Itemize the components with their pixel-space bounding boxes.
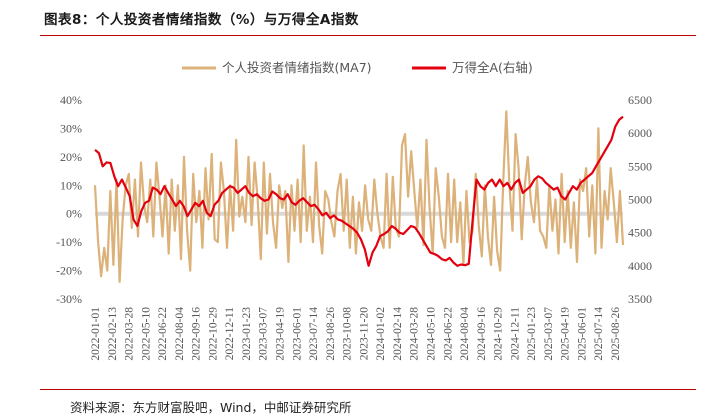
x-tick-label: 2022-10-29 bbox=[207, 307, 219, 361]
left-tick-label: 10% bbox=[60, 178, 82, 192]
x-axis: 2022-01-01 2022-02-13 2022-03-28 2022-05-10… bbox=[90, 307, 622, 361]
right-tick-label: 5500 bbox=[628, 159, 652, 173]
x-tick-label: 2023-07-14 bbox=[308, 307, 320, 361]
left-y-axis: -30% -20% -10% 0% 10% 20% 30% 40% bbox=[56, 93, 82, 306]
x-tick-label: 2024-10-29 bbox=[493, 307, 505, 361]
x-tick-label: 2025-03-07 bbox=[543, 307, 555, 361]
title-divider bbox=[40, 35, 696, 36]
x-tick-label: 2024-02-14 bbox=[392, 307, 404, 361]
left-tick-label: 40% bbox=[60, 93, 82, 107]
x-tick-label: 2024-06-22 bbox=[442, 307, 454, 361]
x-tick-label: 2023-04-19 bbox=[275, 307, 287, 361]
right-tick-label: 3500 bbox=[628, 292, 652, 306]
x-tick-label: 2023-11-20 bbox=[358, 307, 370, 360]
x-tick-label: 2023-10-08 bbox=[342, 307, 354, 361]
x-tick-label: 2025-01-23 bbox=[526, 307, 538, 361]
x-tick-label: 2022-01-01 bbox=[90, 307, 102, 361]
legend-label-sentiment: 个人投资者情绪指数(MA7) bbox=[222, 60, 372, 75]
sentiment-series-line bbox=[93, 110, 625, 283]
series-layer bbox=[93, 110, 625, 283]
x-tick-label: 2024-08-04 bbox=[459, 307, 471, 361]
x-tick-label: 2022-08-04 bbox=[174, 307, 186, 361]
legend-label-index: 万得全A(右轴) bbox=[452, 60, 533, 75]
x-tick-label: 2025-04-19 bbox=[560, 307, 572, 361]
left-tick-label: 20% bbox=[60, 150, 82, 164]
x-tick-label: 2023-08-26 bbox=[325, 307, 337, 361]
x-tick-label: 2022-02-13 bbox=[107, 307, 119, 361]
right-tick-label: 4000 bbox=[628, 259, 652, 273]
right-tick-label: 4500 bbox=[628, 226, 652, 240]
x-tick-label: 2023-01-23 bbox=[241, 307, 253, 361]
x-tick-label: 2025-08-26 bbox=[610, 307, 622, 361]
x-tick-label: 2025-07-14 bbox=[593, 307, 605, 361]
x-tick-label: 2022-05-10 bbox=[140, 307, 152, 361]
left-tick-label: -10% bbox=[56, 235, 82, 249]
x-tick-label: 2024-09-16 bbox=[476, 307, 488, 361]
x-tick-label: 2022-03-28 bbox=[124, 307, 136, 361]
right-tick-label: 5000 bbox=[628, 193, 652, 207]
x-tick-label: 2024-05-10 bbox=[425, 307, 437, 361]
left-tick-label: -30% bbox=[56, 292, 82, 306]
line-chart: -30% -20% -10% 0% 10% 20% 30% 40% 3500 4000 4500 5… bbox=[56, 60, 652, 361]
left-tick-label: 30% bbox=[60, 121, 82, 135]
legend: 个人投资者情绪指数(MA7) 万得全A(右轴) bbox=[182, 60, 533, 75]
footer-divider bbox=[40, 389, 696, 390]
x-tick-label: 2023-03-07 bbox=[258, 307, 270, 361]
left-tick-label: -20% bbox=[56, 264, 82, 278]
right-tick-label: 6500 bbox=[628, 93, 652, 107]
x-tick-label: 2022-09-16 bbox=[191, 307, 203, 361]
index-series-line bbox=[94, 115, 624, 267]
chart-title: 图表8：个人投资者情绪指数（%）与万得全A指数 bbox=[44, 12, 359, 28]
x-tick-label: 2022-06-22 bbox=[157, 307, 169, 361]
left-tick-label: 0% bbox=[66, 207, 82, 221]
right-tick-label: 6000 bbox=[628, 126, 652, 140]
x-tick-label: 2022-12-11 bbox=[224, 307, 236, 360]
x-tick-label: 2024-01-02 bbox=[375, 307, 387, 361]
x-tick-label: 2025-06-01 bbox=[576, 307, 588, 361]
source-note: 资料来源：东方财富股吧，Wind，中邮证券研究所 bbox=[70, 400, 352, 415]
x-tick-label: 2024-12-11 bbox=[509, 307, 521, 360]
right-y-axis: 3500 4000 4500 5000 5500 6000 6500 bbox=[628, 93, 652, 306]
x-tick-label: 2024-03-28 bbox=[409, 307, 421, 361]
x-tick-label: 2023-06-01 bbox=[291, 307, 303, 361]
